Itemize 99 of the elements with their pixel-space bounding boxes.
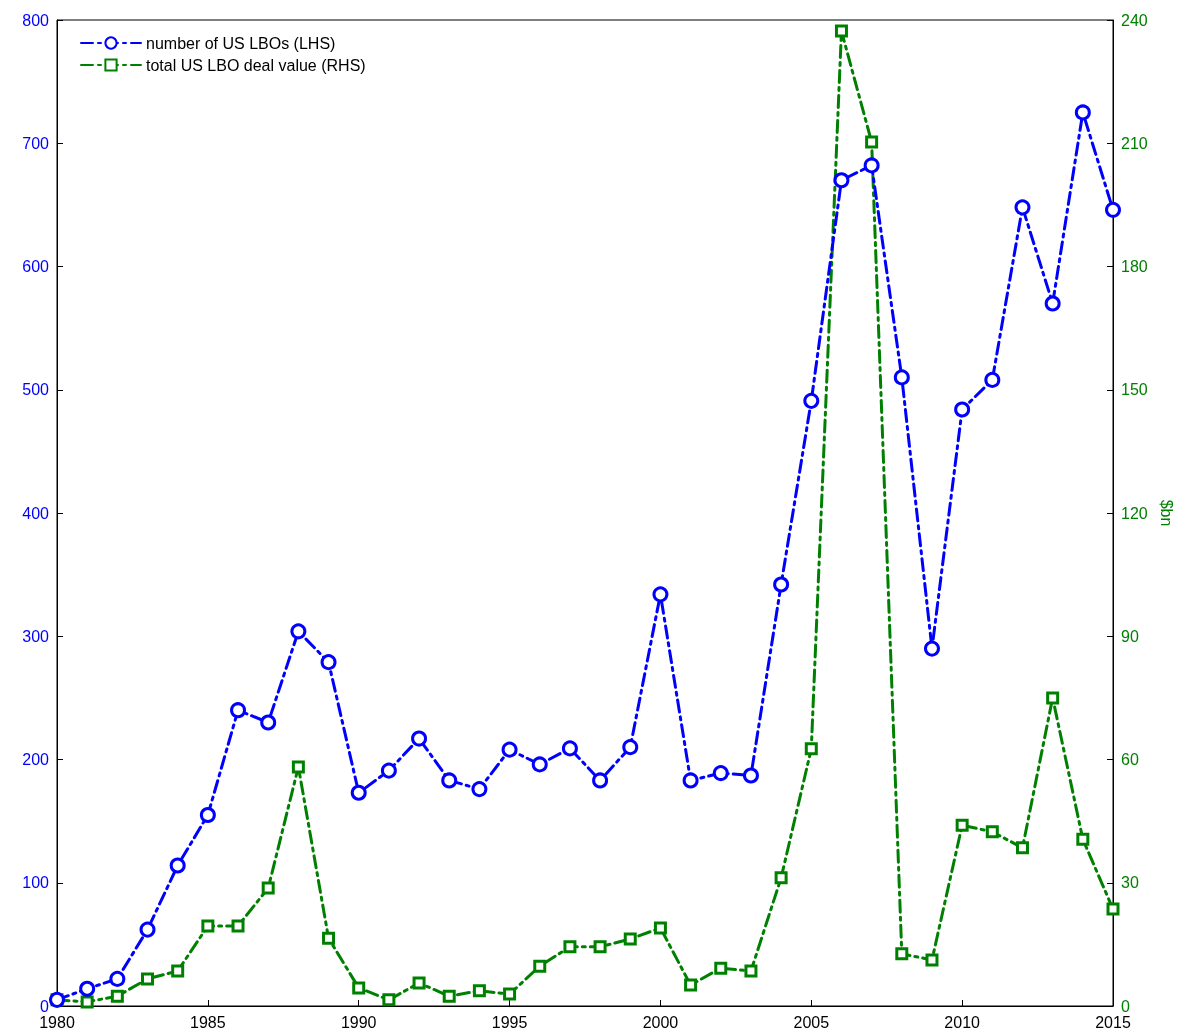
point (652, 586, 669, 603)
x-tick-label: 2005 (793, 1013, 830, 1031)
point (471, 781, 488, 798)
point (682, 772, 699, 789)
point (865, 135, 879, 149)
point (804, 742, 818, 756)
y2-tick-label: 210 (1121, 134, 1148, 152)
point (261, 881, 275, 895)
point (923, 640, 940, 657)
point (531, 756, 548, 773)
point (442, 989, 456, 1003)
point (984, 371, 1001, 388)
point (833, 172, 850, 189)
y-tick-label: 0 (40, 997, 50, 1015)
y2-tick-label: 120 (1121, 504, 1148, 522)
y2-tick-label: 180 (1121, 258, 1148, 275)
y-tick-label: 400 (22, 504, 50, 522)
legend-label: total US LBO deal value (RHS) (146, 56, 366, 74)
y-tick-label: 800 (22, 11, 50, 29)
point (623, 932, 637, 946)
x-tick-label: 2000 (642, 1013, 679, 1031)
point (412, 976, 426, 990)
point (382, 993, 396, 1007)
y2-tick-label: 150 (1121, 381, 1148, 399)
y-tick-label: 500 (22, 381, 50, 399)
point (622, 739, 639, 756)
point (1046, 691, 1060, 705)
point (503, 987, 517, 1001)
point (79, 980, 96, 997)
point (199, 806, 216, 823)
point (803, 392, 820, 409)
point (1106, 902, 1120, 916)
point (774, 871, 788, 885)
point (169, 857, 186, 874)
y-tick-label: 200 (22, 751, 50, 768)
point (925, 953, 939, 967)
point (260, 714, 277, 731)
point (139, 921, 156, 938)
point (863, 157, 880, 174)
point (563, 940, 577, 954)
point (411, 730, 428, 747)
point (742, 767, 759, 784)
x-tick-label: 1990 (340, 1013, 377, 1031)
point (893, 369, 910, 386)
y2-tick-label: 0 (1121, 997, 1130, 1015)
point (320, 654, 337, 671)
point (1074, 104, 1091, 121)
point (230, 702, 247, 719)
point (684, 978, 698, 992)
point (1044, 295, 1061, 312)
x-tick-label: 1985 (190, 1013, 226, 1031)
y2-axis-title: $bn (1158, 499, 1176, 527)
point (985, 825, 999, 839)
point (350, 784, 367, 801)
point (1014, 199, 1031, 216)
legend-label: number of US LBOs (LHS) (146, 34, 336, 52)
point (955, 818, 969, 832)
point (593, 940, 607, 954)
point (231, 919, 245, 933)
point (110, 989, 124, 1003)
y-tick-label: 300 (22, 627, 50, 645)
point (592, 772, 609, 789)
y2-tick-label: 60 (1121, 751, 1139, 768)
point (653, 921, 667, 935)
point (1015, 841, 1029, 855)
point (834, 24, 848, 38)
point (290, 623, 307, 640)
point (533, 959, 547, 973)
y2-tick-label: 30 (1121, 874, 1139, 892)
x-tick-label: 1980 (39, 1013, 75, 1031)
y2-tick-label: 240 (1121, 11, 1148, 29)
point (441, 772, 458, 789)
x-tick-label: 2010 (944, 1013, 981, 1031)
y-tick-label: 100 (22, 874, 50, 892)
point (1105, 201, 1121, 218)
x-tick-label: 2015 (1095, 1013, 1131, 1031)
point (744, 964, 758, 978)
y-tick-label: 600 (22, 258, 50, 275)
point (561, 740, 578, 757)
point (714, 961, 728, 975)
point (954, 401, 971, 418)
point (171, 964, 185, 978)
point (80, 995, 94, 1009)
point (773, 576, 790, 593)
y2-tick-label: 90 (1121, 627, 1139, 645)
point (501, 741, 518, 758)
point (291, 760, 305, 774)
point (109, 970, 126, 987)
point (380, 762, 397, 779)
point (352, 981, 366, 995)
point (895, 947, 909, 961)
point (322, 931, 336, 945)
point (472, 984, 486, 998)
point (712, 765, 729, 782)
point (141, 972, 155, 986)
point (201, 919, 215, 933)
y-tick-label: 700 (22, 134, 50, 152)
x-tick-label: 1995 (491, 1013, 528, 1031)
point (1076, 832, 1090, 846)
